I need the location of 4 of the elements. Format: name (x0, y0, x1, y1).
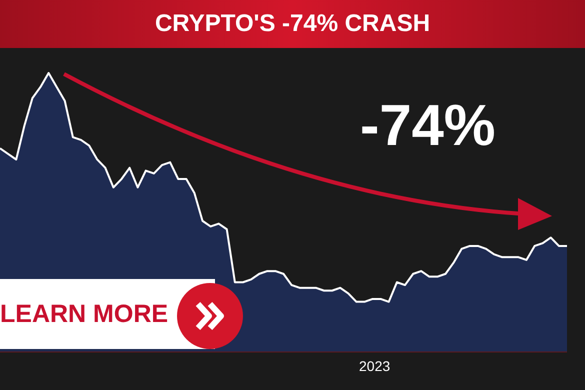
annotation: -74% (360, 92, 496, 159)
annotation: LEARN MORE (0, 279, 215, 349)
chart-title: CRYPTO'S -74% CRASH (0, 0, 585, 48)
text: 2023 (359, 358, 390, 374)
